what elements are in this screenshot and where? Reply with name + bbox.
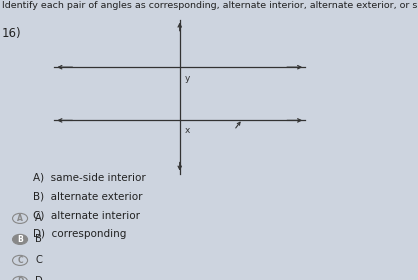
Text: D)  corresponding: D) corresponding (33, 229, 127, 239)
Text: A)  same-side interior: A) same-side interior (33, 172, 146, 182)
Text: y: y (185, 74, 190, 83)
Text: D: D (35, 276, 43, 280)
Text: A: A (35, 213, 42, 223)
Text: B)  alternate exterior: B) alternate exterior (33, 191, 143, 201)
Text: D: D (17, 277, 23, 280)
Text: x: x (185, 126, 190, 135)
Text: A: A (17, 214, 23, 223)
Circle shape (13, 234, 28, 244)
Text: C)  alternate interior: C) alternate interior (33, 210, 140, 220)
Text: Identify each pair of angles as corresponding, alternate interior, alternate ext: Identify each pair of angles as correspo… (2, 1, 418, 10)
Text: C: C (35, 255, 42, 265)
Text: C: C (17, 256, 23, 265)
Text: B: B (35, 234, 42, 244)
Text: 16): 16) (2, 27, 22, 39)
Text: B: B (17, 235, 23, 244)
